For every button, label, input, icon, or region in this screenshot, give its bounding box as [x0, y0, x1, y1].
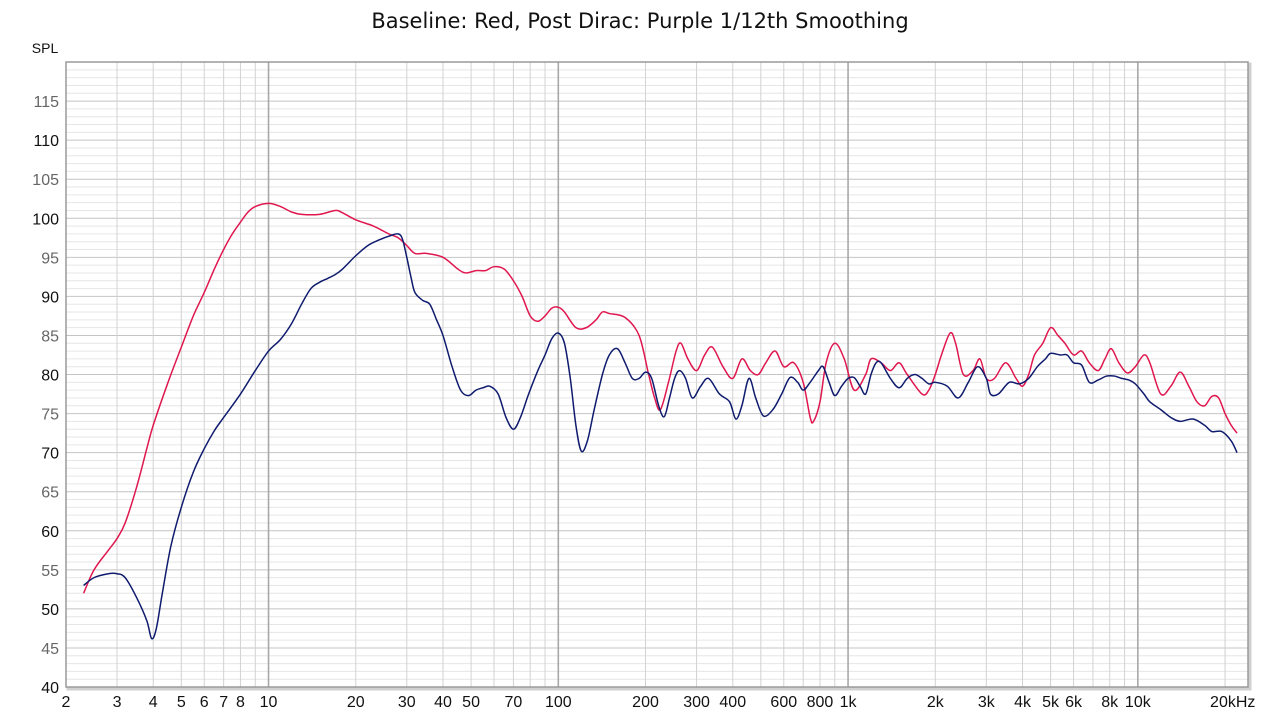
x-tick-label: 600 — [770, 694, 797, 711]
x-tick-labels: 2 3 4 5 6 7 8 10 20 30 40 50 70 100 200 300 400 600 800 1k 2… — [62, 694, 1256, 711]
x-tick-label: 800 — [807, 694, 834, 711]
x-tick-label: 20 — [347, 694, 365, 711]
y-axis-label: SPL — [32, 40, 59, 56]
x-tick-label: 4k — [1014, 694, 1032, 711]
x-tick-label: 5k — [1042, 694, 1060, 711]
y-tick-label: 45 — [41, 641, 59, 658]
y-tick-label: 40 — [41, 680, 59, 697]
y-tick-label: 55 — [41, 563, 59, 580]
x-tick-label: 400 — [719, 694, 746, 711]
series-line-purple — [83, 233, 1238, 640]
x-tick-label: 3 — [113, 694, 122, 711]
x-tick-label: 20kHz — [1210, 694, 1255, 711]
y-tick-label: 100 — [32, 211, 59, 228]
x-tick-label: 7 — [219, 694, 228, 711]
y-tick-label: 65 — [41, 485, 59, 502]
x-tick-label: 2 — [62, 694, 71, 711]
x-tick-label: 30 — [398, 694, 416, 711]
x-tick-label: 5 — [177, 694, 186, 711]
x-tick-label: 6 — [200, 694, 209, 711]
x-tick-label: 10 — [260, 694, 278, 711]
x-tick-label: 3k — [978, 694, 996, 711]
y-tick-label: 85 — [41, 328, 59, 345]
plot-frame — [65, 61, 1249, 688]
x-tick-label: 1k — [840, 694, 858, 711]
x-tick-label: 4 — [149, 694, 158, 711]
y-tick-label: 50 — [41, 602, 59, 619]
x-tick-label: 100 — [545, 694, 572, 711]
x-tick-label: 8 — [236, 694, 245, 711]
x-tick-label: 10k — [1125, 694, 1152, 711]
y-tick-label: 75 — [41, 407, 59, 424]
y-tick-label: 105 — [32, 172, 59, 189]
y-tick-label: 95 — [41, 250, 59, 267]
x-tick-label: 200 — [632, 694, 659, 711]
y-tick-label: 80 — [41, 368, 59, 385]
y-tick-label: 60 — [41, 524, 59, 541]
y-tick-label: 90 — [41, 289, 59, 306]
y-tick-labels: 40 45 50 55 60 65 70 75 80 85 90 95 100 105 110 115 — [32, 94, 59, 697]
x-tick-label: 300 — [683, 694, 710, 711]
x-tick-label: 6k — [1065, 694, 1083, 711]
x-tick-label: 50 — [462, 694, 480, 711]
x-tick-label: 2k — [927, 694, 945, 711]
x-tick-label: 40 — [434, 694, 452, 711]
y-tick-label: 110 — [33, 133, 59, 150]
y-tick-label: 115 — [33, 94, 59, 111]
chart-title: Baseline: Red, Post Dirac: Purple 1/12th… — [371, 9, 908, 33]
grid-lines — [66, 62, 1248, 687]
y-tick-label: 70 — [41, 446, 59, 463]
x-tick-label: 8k — [1101, 694, 1119, 711]
x-tick-label: 70 — [505, 694, 523, 711]
series-line-red — [82, 202, 1238, 594]
